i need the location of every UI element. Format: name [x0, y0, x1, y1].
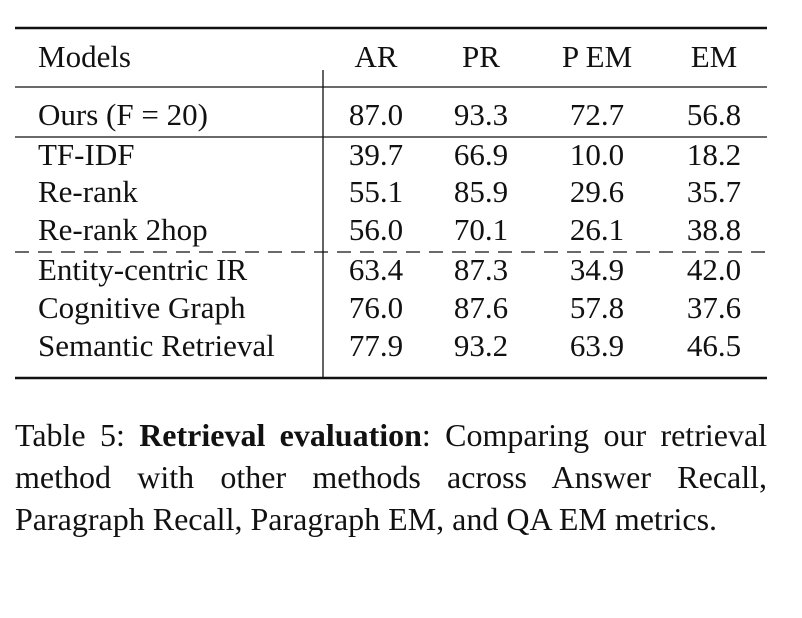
- cell: 66.9: [453, 137, 509, 172]
- cell: 56.0: [348, 212, 404, 247]
- cell: 77.9: [348, 328, 404, 363]
- cell: 55.1: [348, 174, 404, 209]
- cell: 63.4: [348, 252, 404, 287]
- cell: 70.1: [453, 212, 509, 247]
- cell: 46.5: [686, 328, 742, 363]
- cell: PR: [462, 39, 500, 74]
- cell: 39.7: [348, 137, 404, 172]
- row-label: Re-rank 2hop: [38, 212, 208, 247]
- cell: 93.3: [453, 97, 509, 132]
- caption-label: Table 5:: [15, 417, 125, 453]
- cell: 37.6: [686, 290, 742, 325]
- cell: 87.0: [348, 97, 404, 132]
- cell: 56.8: [686, 97, 742, 132]
- cell: 34.9: [569, 252, 625, 287]
- cell: 87.3: [453, 252, 509, 287]
- caption: Table 5: Retrieval evaluation: Comparing…: [15, 414, 767, 540]
- cell: 57.8: [569, 290, 625, 325]
- row-label: Semantic Retrieval: [38, 328, 275, 363]
- row-label: Cognitive Graph: [38, 290, 246, 325]
- row-label: Entity-centric IR: [38, 252, 248, 287]
- cell: 87.6: [453, 290, 509, 325]
- cell: 35.7: [686, 174, 742, 209]
- caption-title: Retrieval evaluation: [139, 417, 422, 453]
- cell: 29.6: [569, 174, 625, 209]
- cell: 76.0: [348, 290, 404, 325]
- cell: 93.2: [453, 328, 509, 363]
- cell: 38.8: [686, 212, 742, 247]
- row-label: Re-rank: [38, 174, 138, 209]
- cell: AR: [354, 39, 398, 74]
- cell: 10.0: [569, 137, 625, 172]
- row-label: TF-IDF: [38, 137, 135, 172]
- cell: 63.9: [569, 328, 625, 363]
- caption-text: : Comparing our retrieval method with ot…: [15, 417, 768, 537]
- cell: P EM: [561, 39, 633, 74]
- cell: 85.9: [453, 174, 509, 209]
- cell: EM: [690, 39, 738, 74]
- cell: 18.2: [686, 137, 742, 172]
- cell: 72.7: [569, 97, 625, 132]
- row-label: Ours (F = 20): [38, 97, 208, 132]
- row-label: Models: [38, 39, 131, 74]
- cell: 26.1: [569, 212, 625, 247]
- cell: 42.0: [686, 252, 742, 287]
